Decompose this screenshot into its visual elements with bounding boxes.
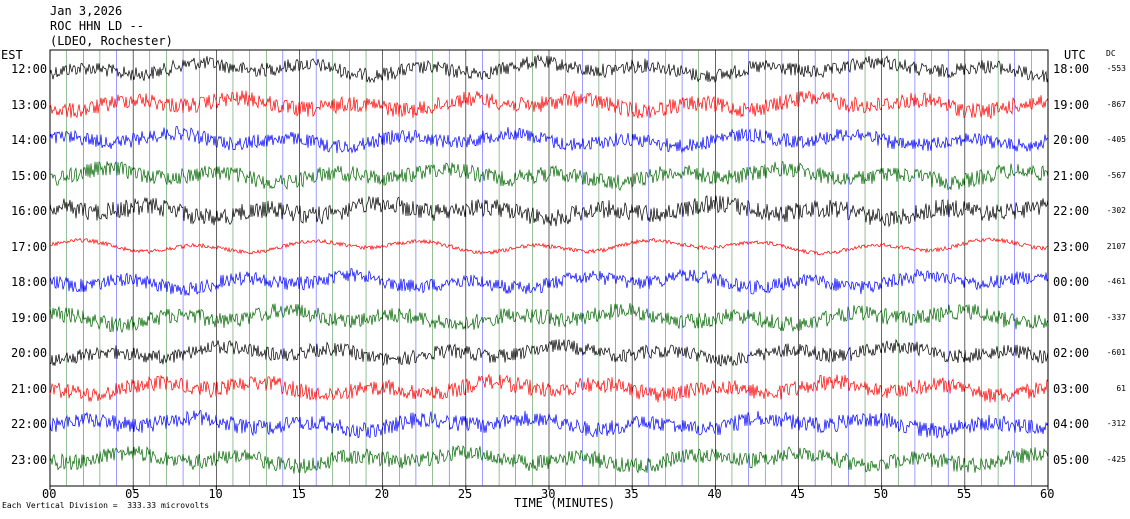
- trace-9: [49, 373, 1049, 403]
- dc-offset-label: -567: [1106, 170, 1126, 180]
- utc-hour-label: 05:00: [1053, 452, 1090, 467]
- trace-5: [50, 237, 1049, 256]
- trace-6: [49, 268, 1049, 297]
- trace-10: [49, 410, 1049, 439]
- utc-axis-label: UTC: [1064, 48, 1086, 62]
- x-tick-label: 60: [1040, 487, 1055, 501]
- header-date: Jan 3,2026: [50, 4, 123, 18]
- x-tick-label: 20: [374, 487, 390, 501]
- utc-hour-label: 20:00: [1053, 133, 1090, 147]
- x-tick-label: 55: [956, 487, 972, 501]
- trace-8: [49, 338, 1049, 367]
- utc-hour-label: 00:00: [1053, 275, 1090, 289]
- trace-7: [49, 303, 1049, 334]
- est-hour-label: 14:00: [11, 133, 48, 147]
- scale-note: Each Vertical Division = 333.33 microvol…: [2, 501, 210, 510]
- dc-offset-label: 61: [1116, 383, 1126, 393]
- dc-header: DC: [1106, 49, 1116, 58]
- x-tick-label: 45: [790, 487, 805, 501]
- dc-offset-label: -461: [1106, 277, 1126, 286]
- x-tick-label: 30: [541, 487, 556, 501]
- header-location: (LDEO, Rochester): [50, 34, 173, 48]
- est-hour-label: 21:00: [11, 381, 48, 396]
- dc-offset-label: -553: [1106, 64, 1126, 73]
- utc-hour-label: 18:00: [1053, 62, 1090, 76]
- utc-hour-label: 04:00: [1053, 417, 1090, 431]
- est-hour-label: 22:00: [11, 417, 48, 431]
- x-tick-label: 15: [291, 487, 306, 501]
- est-hour-label: 19:00: [11, 310, 48, 325]
- x-tick-label: 40: [707, 487, 722, 501]
- header-station: ROC HHN LD --: [50, 19, 144, 33]
- dc-offset-label: -425: [1106, 454, 1126, 464]
- x-tick-label: 10: [208, 487, 223, 501]
- dc-offset-label: -312: [1106, 419, 1126, 428]
- dc-offset-label: -867: [1106, 99, 1126, 109]
- trace-2: [49, 125, 1049, 154]
- x-axis-title: TIME (MINUTES): [514, 496, 616, 510]
- trace-1: [49, 90, 1049, 120]
- x-tick-label: 50: [873, 487, 889, 501]
- utc-hour-label: 22:00: [1053, 204, 1090, 218]
- x-tick-label: 05: [125, 487, 140, 501]
- dc-offset-label: -405: [1106, 135, 1126, 144]
- utc-hour-label: 23:00: [1053, 239, 1090, 254]
- dc-offset-label: 2107: [1106, 241, 1126, 251]
- utc-hour-label: 02:00: [1053, 346, 1090, 360]
- dc-offset-label: -302: [1106, 206, 1126, 215]
- utc-hour-label: 03:00: [1053, 381, 1090, 396]
- est-hour-label: 15:00: [11, 168, 48, 183]
- est-hour-label: 20:00: [11, 346, 48, 360]
- x-tick-label: 00: [42, 487, 57, 501]
- trace-11: [49, 445, 1049, 474]
- utc-hour-label: 19:00: [1053, 97, 1090, 112]
- est-axis-label: EST: [1, 48, 23, 62]
- est-hour-label: 16:00: [11, 204, 48, 218]
- x-tick-label: 35: [624, 487, 639, 501]
- est-hour-label: 23:00: [11, 452, 48, 467]
- est-hour-label: 18:00: [11, 275, 48, 289]
- dc-offset-label: -337: [1106, 312, 1126, 322]
- x-tick-marks: [49, 486, 1049, 490]
- trace-0: [49, 54, 1049, 84]
- trace-4: [49, 195, 1049, 228]
- trace-group: [49, 54, 1049, 474]
- utc-hour-label: 21:00: [1053, 168, 1090, 183]
- trace-3: [50, 160, 1049, 191]
- est-hour-label: 17:00: [11, 239, 48, 254]
- x-tick-label: 25: [457, 487, 473, 501]
- est-hour-label: 13:00: [11, 97, 48, 112]
- time-grid: [66, 50, 1032, 486]
- utc-hour-label: 01:00: [1053, 310, 1090, 325]
- est-hour-label: 12:00: [11, 62, 48, 76]
- dc-offset-label: -601: [1106, 348, 1126, 357]
